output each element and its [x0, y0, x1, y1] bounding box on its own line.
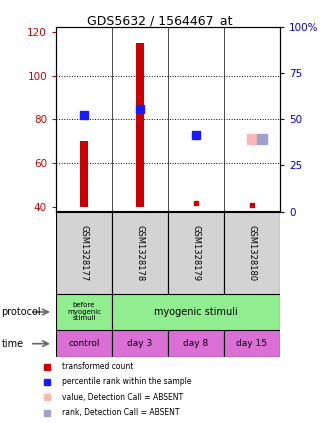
Bar	[112, 294, 280, 330]
Bar	[56, 212, 112, 294]
Bar	[80, 141, 88, 207]
Text: GSM1328179: GSM1328179	[191, 225, 201, 281]
Bar	[56, 294, 112, 330]
Bar	[168, 330, 224, 357]
Bar	[112, 330, 168, 357]
Text: GDS5632 / 1564467_at: GDS5632 / 1564467_at	[87, 14, 233, 27]
Bar	[224, 330, 280, 357]
Text: rank, Detection Call = ABSENT: rank, Detection Call = ABSENT	[61, 408, 179, 417]
Bar	[224, 212, 280, 294]
Text: day 8: day 8	[183, 339, 209, 348]
Text: percentile rank within the sample: percentile rank within the sample	[61, 377, 191, 387]
Text: value, Detection Call = ABSENT: value, Detection Call = ABSENT	[61, 393, 183, 402]
Text: GSM1328178: GSM1328178	[135, 225, 145, 281]
Text: GSM1328177: GSM1328177	[79, 225, 89, 281]
Text: GSM1328180: GSM1328180	[247, 225, 257, 281]
Bar	[136, 43, 144, 207]
Text: control: control	[68, 339, 100, 348]
Text: day 15: day 15	[236, 339, 268, 348]
Bar	[112, 212, 168, 294]
Bar	[168, 212, 224, 294]
Text: before
myogenic
stimuli: before myogenic stimuli	[67, 302, 101, 321]
Text: time: time	[2, 339, 24, 349]
Bar	[56, 330, 112, 357]
Text: protocol: protocol	[2, 307, 41, 317]
Text: myogenic stimuli: myogenic stimuli	[154, 307, 238, 317]
Text: transformed count: transformed count	[61, 362, 133, 371]
Text: day 3: day 3	[127, 339, 153, 348]
